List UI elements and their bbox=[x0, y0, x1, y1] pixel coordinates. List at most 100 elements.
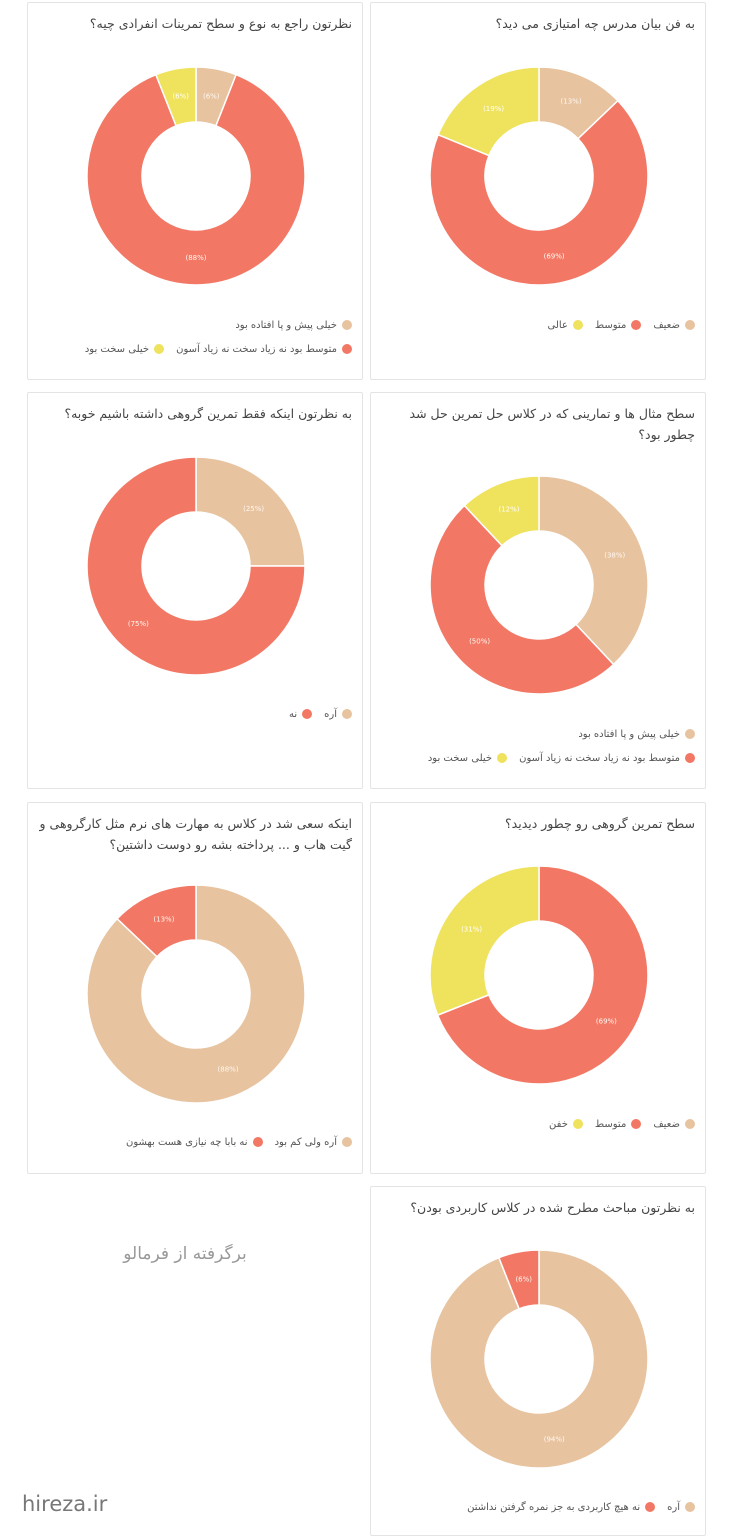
chart-card-practicality: به نظرتون مباحث مطرح شده در کلاس کاربردی… bbox=[370, 1186, 706, 1536]
donut-chart: (38%) (50%) (12%) bbox=[429, 475, 649, 695]
chart-legend: خیلی پیش و پا افتاده بود متوسط بود نه زیا… bbox=[42, 316, 352, 364]
legend-label: آره bbox=[324, 709, 337, 720]
legend-item[interactable]: خیلی سخت بود bbox=[427, 749, 508, 769]
donut-chart: (13%) (69%) (19%) bbox=[429, 66, 649, 286]
slice-data-label: (38%) bbox=[604, 551, 625, 559]
legend-swatch bbox=[685, 320, 695, 330]
chart-card-group-exercise-level: سطح تمرین گروهی رو چطور دیدید؟ (69%) (31%… bbox=[370, 802, 706, 1174]
legend-swatch bbox=[572, 320, 583, 330]
slice-data-label: (69%) bbox=[596, 1017, 617, 1025]
chart-card-soft-skills: اینکه سعی شد در کلاس به مهارت های نرم مث… bbox=[27, 802, 363, 1174]
legend-row: متوسط بود نه زیاد سخت نه زیاد آسون خیلی س… bbox=[42, 340, 352, 364]
legend-label: متوسط بود نه زیاد سخت نه زیاد آسون bbox=[176, 344, 337, 355]
legend-item[interactable]: آره bbox=[667, 1498, 695, 1518]
legend-item[interactable]: خیلی سخت بود bbox=[84, 340, 165, 360]
chart-legend: آره نه هیچ کاربردی به جز نمره گرفتن نداشت… bbox=[385, 1498, 695, 1522]
legend-label: نه بابا چه نیازی هست بهشون bbox=[125, 1137, 248, 1148]
donut-slice bbox=[429, 504, 615, 695]
slice-data-label: (6%) bbox=[203, 92, 220, 100]
slice-data-label: (88%) bbox=[185, 254, 206, 262]
legend-swatch bbox=[572, 1119, 583, 1129]
donut-slice bbox=[436, 865, 649, 1085]
legend-row: آره نه bbox=[42, 705, 352, 729]
chart-legend: آره ولی کم بود نه بابا چه نیازی هست بهشون bbox=[42, 1133, 352, 1157]
donut-chart: (6%) (88%) (6%) bbox=[86, 66, 306, 286]
legend-label: خیلی سخت بود bbox=[84, 344, 150, 355]
legend-swatch bbox=[685, 1502, 695, 1512]
legend-item[interactable]: نه هیچ کاربردی به جز نمره گرفتن نداشتن bbox=[467, 1498, 656, 1518]
legend-item[interactable]: متوسط bbox=[595, 316, 642, 336]
slice-data-label: (13%) bbox=[561, 98, 582, 106]
legend-item[interactable]: آره bbox=[324, 705, 352, 725]
legend-label: متوسط bbox=[594, 1119, 627, 1130]
legend-item[interactable]: نه bbox=[289, 705, 313, 725]
legend-label: خیلی سخت بود bbox=[427, 753, 493, 764]
donut-slice bbox=[429, 865, 540, 1017]
legend-label: عالی bbox=[547, 320, 568, 331]
legend-item[interactable]: نه بابا چه نیازی هست بهشون bbox=[126, 1133, 263, 1153]
legend-row: ضعیف متوسط خفن bbox=[385, 1115, 695, 1139]
slice-data-label: (50%) bbox=[469, 637, 490, 645]
legend-swatch bbox=[342, 709, 352, 719]
legend-item[interactable]: خفن bbox=[549, 1115, 583, 1135]
slice-data-label: (12%) bbox=[498, 506, 519, 514]
legend-item[interactable]: خیلی پیش و پا افتاده بود bbox=[235, 316, 352, 336]
legend-item[interactable]: ضعیف bbox=[653, 316, 695, 336]
slice-data-label: (31%) bbox=[461, 926, 482, 934]
legend-label: ضعیف bbox=[653, 320, 680, 331]
legend-swatch bbox=[302, 709, 313, 719]
chart-card-teacher-rating: به فن بیان مدرس چه امتیازی می دید؟ (13%)… bbox=[370, 2, 706, 380]
chart-title: به نظرتون مباحث مطرح شده در کلاس کاربردی… bbox=[410, 1200, 695, 1215]
slice-data-label: (94%) bbox=[544, 1436, 565, 1444]
legend-item[interactable]: آره ولی کم بود bbox=[275, 1133, 352, 1153]
site-watermark: hireza.ir bbox=[22, 1492, 108, 1516]
chart-legend: خیلی پیش و پا افتاده بود متوسط بود نه زیا… bbox=[385, 725, 695, 773]
legend-swatch bbox=[685, 753, 695, 763]
donut-slice bbox=[538, 475, 649, 666]
donut-chart: (88%) (13%) bbox=[86, 884, 306, 1104]
chart-legend: ضعیف متوسط خفن bbox=[385, 1115, 695, 1139]
donut-slice bbox=[437, 66, 540, 157]
slice-data-label: (13%) bbox=[153, 916, 174, 924]
legend-item[interactable]: متوسط بود نه زیاد سخت نه زیاد آسون bbox=[176, 340, 352, 360]
source-credit: برگرفته از فرمالو bbox=[123, 1244, 247, 1264]
legend-row: آره ولی کم بود نه بابا چه نیازی هست بهشون bbox=[42, 1133, 352, 1157]
donut-slice bbox=[195, 456, 306, 567]
slice-data-label: (75%) bbox=[128, 620, 149, 628]
legend-label: خیلی پیش و پا افتاده بود bbox=[578, 729, 680, 740]
legend-label: آره ولی کم بود bbox=[274, 1137, 337, 1148]
slice-data-label: (69%) bbox=[544, 253, 565, 261]
legend-item[interactable]: ضعیف bbox=[653, 1115, 695, 1135]
legend-item[interactable]: متوسط بود نه زیاد سخت نه زیاد آسون bbox=[519, 749, 695, 769]
donut-slice bbox=[86, 73, 306, 286]
slice-data-label: (88%) bbox=[218, 1065, 239, 1073]
donut-chart: (94%) (6%) bbox=[429, 1249, 649, 1469]
donut-chart: (69%) (31%) bbox=[429, 865, 649, 1085]
legend-item[interactable]: عالی bbox=[547, 316, 583, 336]
chart-card-group-only: به نظرتون اینکه فقط تمرین گروهی داشته با… bbox=[27, 392, 363, 789]
donut-slice bbox=[429, 99, 649, 286]
donut-slice bbox=[154, 66, 197, 127]
legend-label: آره bbox=[667, 1502, 680, 1513]
chart-card-class-examples: سطح مثال ها و تمارینی که در کلاس حل تمری… bbox=[370, 392, 706, 789]
legend-swatch bbox=[342, 1137, 352, 1147]
legend-item[interactable]: خیلی پیش و پا افتاده بود bbox=[578, 725, 695, 745]
legend-swatch bbox=[631, 320, 642, 330]
chart-card-individual-exercises: نظرتون راجع به نوع و سطح تمرینات انفرادی… bbox=[27, 2, 363, 380]
legend-swatch bbox=[342, 320, 352, 330]
chart-title: سطح تمرین گروهی رو چطور دیدید؟ bbox=[505, 816, 695, 831]
chart-legend: آره نه bbox=[42, 705, 352, 729]
legend-label: ضعیف bbox=[653, 1119, 680, 1130]
slice-data-label: (6%) bbox=[515, 1275, 532, 1283]
legend-swatch bbox=[342, 344, 352, 354]
legend-swatch bbox=[645, 1502, 656, 1512]
legend-row: متوسط بود نه زیاد سخت نه زیاد آسون خیلی س… bbox=[385, 749, 695, 773]
donut-slice bbox=[463, 475, 540, 547]
donut-slice bbox=[429, 1249, 649, 1469]
donut-slice bbox=[497, 1249, 540, 1310]
legend-item[interactable]: متوسط bbox=[594, 1115, 642, 1135]
chart-title: به فن بیان مدرس چه امتیازی می دید؟ bbox=[495, 16, 695, 31]
chart-title: به نظرتون اینکه فقط تمرین گروهی داشته با… bbox=[64, 406, 352, 421]
donut-slice bbox=[86, 456, 306, 676]
chart-title: اینکه سعی شد در کلاس به مهارت های نرم مث… bbox=[39, 816, 352, 852]
